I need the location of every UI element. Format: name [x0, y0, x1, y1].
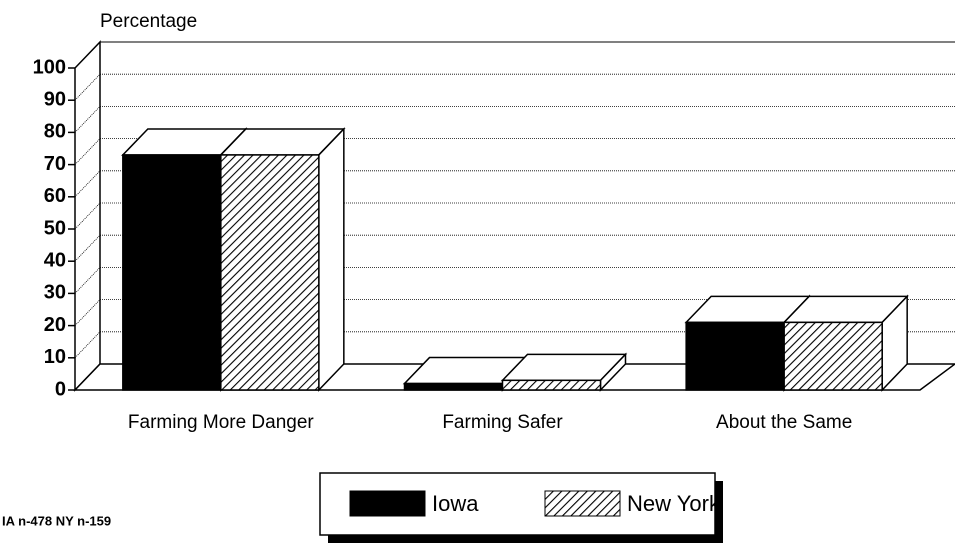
wall-grid [74, 202, 101, 230]
y-tick-label: 30 [44, 282, 66, 304]
wall-grid [74, 41, 101, 69]
y-tick-label: 50 [44, 217, 66, 239]
bar [220, 154, 320, 391]
bar [403, 382, 504, 391]
bar-side [318, 127, 345, 392]
y-tick-label: 20 [44, 314, 66, 336]
bar [685, 321, 785, 391]
y-axis-label: Percentage [100, 11, 197, 32]
wall-grid [74, 138, 101, 165]
wall-grid [74, 331, 101, 359]
y-tick-label: 10 [44, 346, 66, 368]
y-tick-label: 80 [44, 121, 66, 143]
bar [501, 379, 602, 391]
x-tick-label: Farming Safer [442, 412, 563, 433]
wall-grid [74, 73, 101, 101]
y-tick-label: 100 [33, 56, 66, 78]
wall-grid [74, 299, 101, 326]
wall-grid [74, 106, 101, 133]
wall-grid [74, 267, 101, 294]
bar [122, 154, 222, 391]
y-tick-label: 70 [44, 153, 66, 175]
wall-grid [74, 363, 101, 391]
wall-grid [74, 170, 101, 198]
y-tick-label: 0 [55, 378, 66, 400]
y-tick-label: 60 [44, 185, 66, 207]
x-tick-label: About the Same [716, 412, 852, 433]
legend-label: New York [627, 491, 721, 516]
legend-swatch [349, 490, 426, 517]
footnote: IA n-478 NY n-159 [2, 513, 111, 528]
wall-grid [74, 234, 101, 262]
x-tick-label: Farming More Danger [128, 412, 315, 433]
legend-swatch [544, 490, 621, 517]
legend-label: Iowa [432, 491, 479, 516]
y-tick-label: 40 [44, 249, 66, 271]
bar [783, 321, 883, 391]
y-tick-label: 90 [44, 88, 66, 110]
